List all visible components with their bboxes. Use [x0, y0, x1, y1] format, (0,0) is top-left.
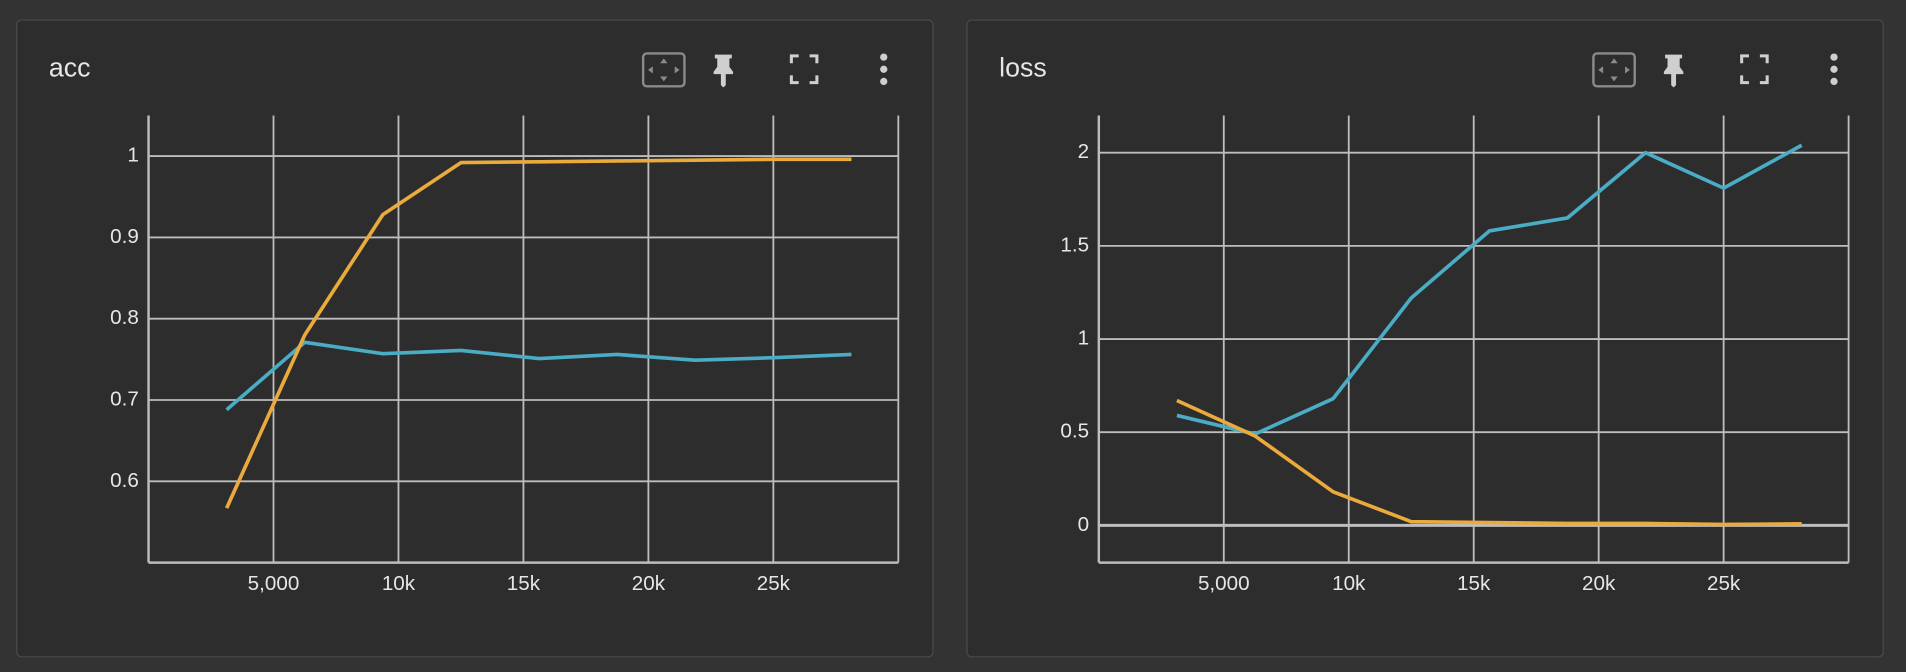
plot-area: 5,000 10k 15k 20k 25k 0 0.5 1 1.5 2 [1060, 115, 1850, 595]
icon-arrows [647, 58, 680, 82]
chart-title: loss [999, 52, 1047, 82]
plot-area: 5,000 10k 15k 20k 25k 0.6 0.7 0.8 0.9 1 [110, 115, 900, 595]
x-tick-label: 5,000 [248, 572, 300, 595]
more-menu-button[interactable] [880, 53, 888, 86]
fit-domain-button[interactable] [1592, 52, 1636, 88]
icon-fullscreen [1740, 54, 1769, 85]
icon-pin [1663, 54, 1684, 88]
x-tick-label: 15k [507, 572, 541, 595]
y-tick-label: 0.7 [110, 387, 139, 410]
icon-frame [1592, 52, 1636, 88]
icon-dot [880, 77, 888, 86]
icon-dot [1830, 53, 1838, 61]
x-tick-label: 15k [1457, 572, 1491, 595]
icon-fullscreen [789, 54, 819, 85]
chart-panel: acc 5,000 10k 15k 20k 25k 0.6 0.7 0.8 0.9 1 [16, 19, 934, 658]
pin-button[interactable] [1663, 54, 1684, 88]
series-line [224, 157, 852, 509]
x-tick-label: 10k [382, 572, 416, 595]
pin-button[interactable] [713, 54, 734, 88]
series-line [225, 340, 852, 412]
icon-arrows [1598, 58, 1630, 82]
y-tick-label: 0.5 [1060, 420, 1089, 443]
series-line [1176, 143, 1803, 436]
icon-dot [880, 53, 888, 61]
x-tick-label: 20k [632, 572, 666, 595]
chart-title: acc [49, 52, 91, 82]
icon-dot [1830, 65, 1838, 73]
y-tick-label: 0.9 [110, 225, 139, 248]
fullscreen-button[interactable] [789, 54, 819, 85]
series-line [1176, 398, 1802, 527]
icon-pin [713, 54, 734, 88]
x-tick-label: 25k [1707, 572, 1741, 595]
x-tick-label: 20k [1582, 572, 1616, 595]
x-tick-label: 10k [1332, 572, 1366, 595]
x-tick-label: 25k [757, 572, 791, 595]
icon-dot [880, 65, 888, 73]
fullscreen-button[interactable] [1740, 54, 1769, 85]
y-tick-label: 1 [127, 144, 138, 167]
y-tick-label: 0.6 [110, 469, 139, 492]
y-tick-label: 2 [1078, 140, 1089, 163]
icon-dot [1830, 77, 1838, 86]
icon-frame [641, 52, 686, 88]
y-tick-label: 1.5 [1060, 233, 1089, 256]
x-tick-label: 5,000 [1198, 572, 1250, 595]
panel-background [16, 19, 934, 658]
y-tick-label: 0.8 [110, 306, 139, 329]
more-menu-button[interactable] [1830, 53, 1838, 86]
chart-panel: loss 5,000 10k 15k 20k 25k 0 0.5 1 1.5 2 [966, 19, 1884, 658]
fit-domain-button[interactable] [641, 52, 686, 88]
y-tick-label: 1 [1078, 326, 1089, 349]
y-tick-label: 0 [1078, 513, 1089, 536]
